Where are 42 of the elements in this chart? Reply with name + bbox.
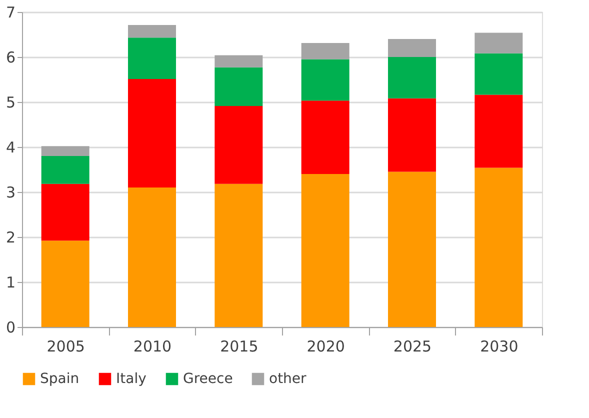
y-tick-label: 7 [6, 4, 16, 22]
bar [41, 146, 90, 156]
bar [301, 59, 350, 101]
y-tick-label: 6 [6, 48, 16, 66]
bar [474, 32, 523, 54]
bar [128, 188, 176, 327]
bar [388, 57, 436, 98]
legend-label: Greece [183, 371, 233, 387]
y-tick-label: 4 [6, 138, 16, 156]
legend-label: Italy [116, 371, 146, 387]
y-tick-label: 1 [6, 274, 16, 292]
bar [128, 38, 176, 80]
bar [214, 55, 263, 68]
y-tick-label: 2 [6, 228, 16, 246]
y-tick-label: 5 [6, 94, 16, 112]
x-tick-label: 2025 [393, 338, 432, 356]
x-tick-label: 2015 [220, 338, 258, 356]
legend-label: other [269, 371, 307, 387]
bar [214, 106, 263, 184]
bar [214, 184, 263, 327]
x-tick-label: 2030 [480, 338, 518, 356]
y-tick-label: 3 [6, 184, 16, 202]
x-tick-label: 2010 [133, 338, 172, 356]
bar [214, 67, 263, 106]
bar [301, 43, 350, 60]
bar [41, 184, 90, 241]
bar [41, 240, 90, 327]
bar [301, 174, 350, 327]
bar [41, 156, 90, 184]
bar [301, 100, 350, 174]
x-tick-label: 2020 [306, 338, 345, 356]
y-tick-label: 0 [6, 318, 16, 336]
bar [388, 172, 436, 327]
bar [474, 94, 523, 168]
bar [128, 25, 176, 38]
bar [388, 39, 436, 57]
bar [388, 98, 436, 172]
bar [128, 79, 176, 188]
bar [474, 53, 523, 95]
x-tick-label: 2005 [46, 338, 85, 356]
legend-label: Spain [40, 371, 80, 387]
bar [474, 168, 523, 327]
